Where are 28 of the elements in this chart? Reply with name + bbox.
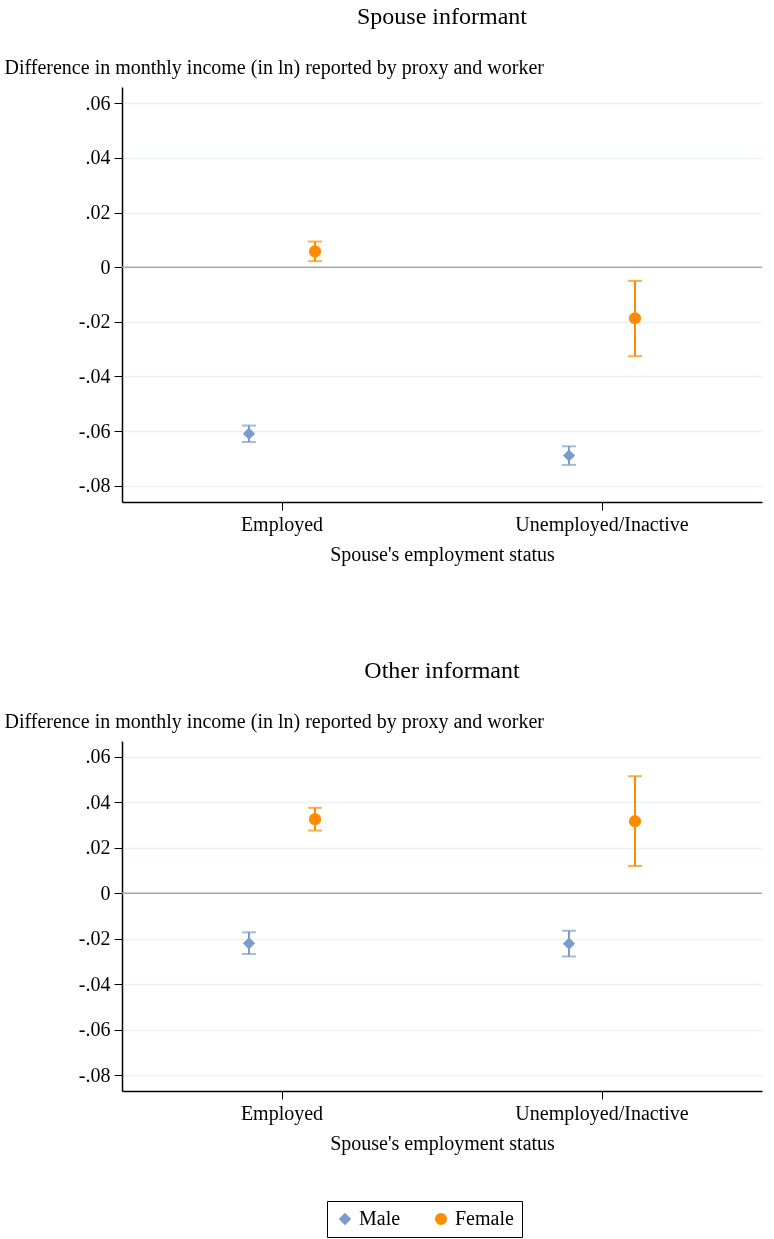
y-tick-label: .02 (85, 836, 111, 859)
y-tick-label: .06 (85, 745, 111, 768)
y-tick-label: .04 (85, 790, 111, 813)
legend-label: Female (455, 1207, 514, 1229)
x-tick-label: Employed (240, 512, 324, 536)
y-tick-label: -.08 (78, 1063, 111, 1086)
y-tick-label: -.02 (78, 310, 111, 333)
y-tick-label: .04 (85, 146, 111, 169)
x-tick-label: Unemployed/Inactive (515, 1101, 689, 1125)
legend-label: Male (359, 1207, 401, 1229)
y-tick-label: .02 (85, 201, 111, 224)
y-tick-label: -.08 (78, 474, 111, 497)
y-tick-label: -.04 (78, 364, 111, 387)
y-tick-label: -.02 (78, 927, 111, 950)
y-tick-label: 0 (100, 255, 111, 278)
y-tick-label: -.06 (78, 419, 111, 442)
y-axis-title: Difference in monthly income (in ln) reported by proxy and worker (4, 55, 545, 79)
chart-title: Other informant (364, 657, 520, 683)
y-axis-title: Difference in monthly income (in ln) reported by proxy and worker (4, 709, 545, 733)
x-tick-label: Employed (240, 1101, 324, 1125)
x-tick-label: Unemployed/Inactive (515, 512, 689, 536)
y-tick-label: 0 (100, 881, 111, 904)
y-tick-label: -.04 (78, 972, 111, 995)
x-axis-title: Spouse's employment status (330, 1131, 556, 1155)
y-tick-label: -.06 (78, 1018, 111, 1041)
x-axis-title: Spouse's employment status (330, 542, 556, 566)
chart-title: Spouse informant (357, 3, 528, 29)
y-tick-label: .06 (85, 91, 111, 114)
